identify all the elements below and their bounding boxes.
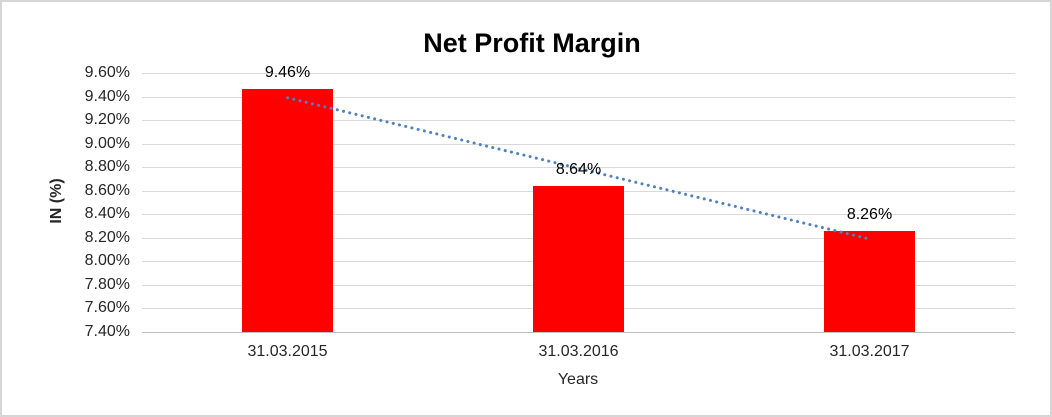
- y-axis-tick-label: 8.40%: [84, 205, 130, 222]
- y-gridline: [142, 73, 1015, 74]
- y-axis-tick-label: 9.40%: [84, 88, 130, 105]
- x-axis-tick-label: 31.03.2017: [829, 343, 910, 360]
- x-axis-tick-label: 31.03.2016: [538, 343, 619, 360]
- bar-31.03.2015: [242, 89, 333, 332]
- y-axis-tick-label: 8.20%: [84, 229, 130, 246]
- x-axis-title: Years: [557, 371, 599, 388]
- y-axis-tick-label: 7.60%: [84, 299, 130, 316]
- y-axis-tick-label: 9.20%: [84, 111, 130, 128]
- y-axis-tick-label: 8.80%: [84, 158, 130, 175]
- y-axis-tick-label: 7.40%: [84, 323, 130, 340]
- data-label: 8.26%: [846, 206, 893, 223]
- x-axis-tick-label: 31.03.2015: [247, 343, 328, 360]
- bar-31.03.2017: [824, 231, 915, 332]
- y-axis-tick-label: 8.00%: [84, 252, 130, 269]
- y-gridline: [142, 332, 1015, 333]
- bar-31.03.2016: [533, 186, 624, 332]
- y-axis-tick-label: 7.80%: [84, 276, 130, 293]
- data-label: 8.64%: [555, 161, 602, 178]
- y-axis-tick-label: 9.60%: [84, 64, 130, 81]
- y-axis-tick-label: 8.60%: [84, 182, 130, 199]
- chart-title: Net Profit Margin: [423, 28, 641, 58]
- data-label: 9.46%: [264, 64, 311, 81]
- y-axis-tick-label: 9.00%: [84, 135, 130, 152]
